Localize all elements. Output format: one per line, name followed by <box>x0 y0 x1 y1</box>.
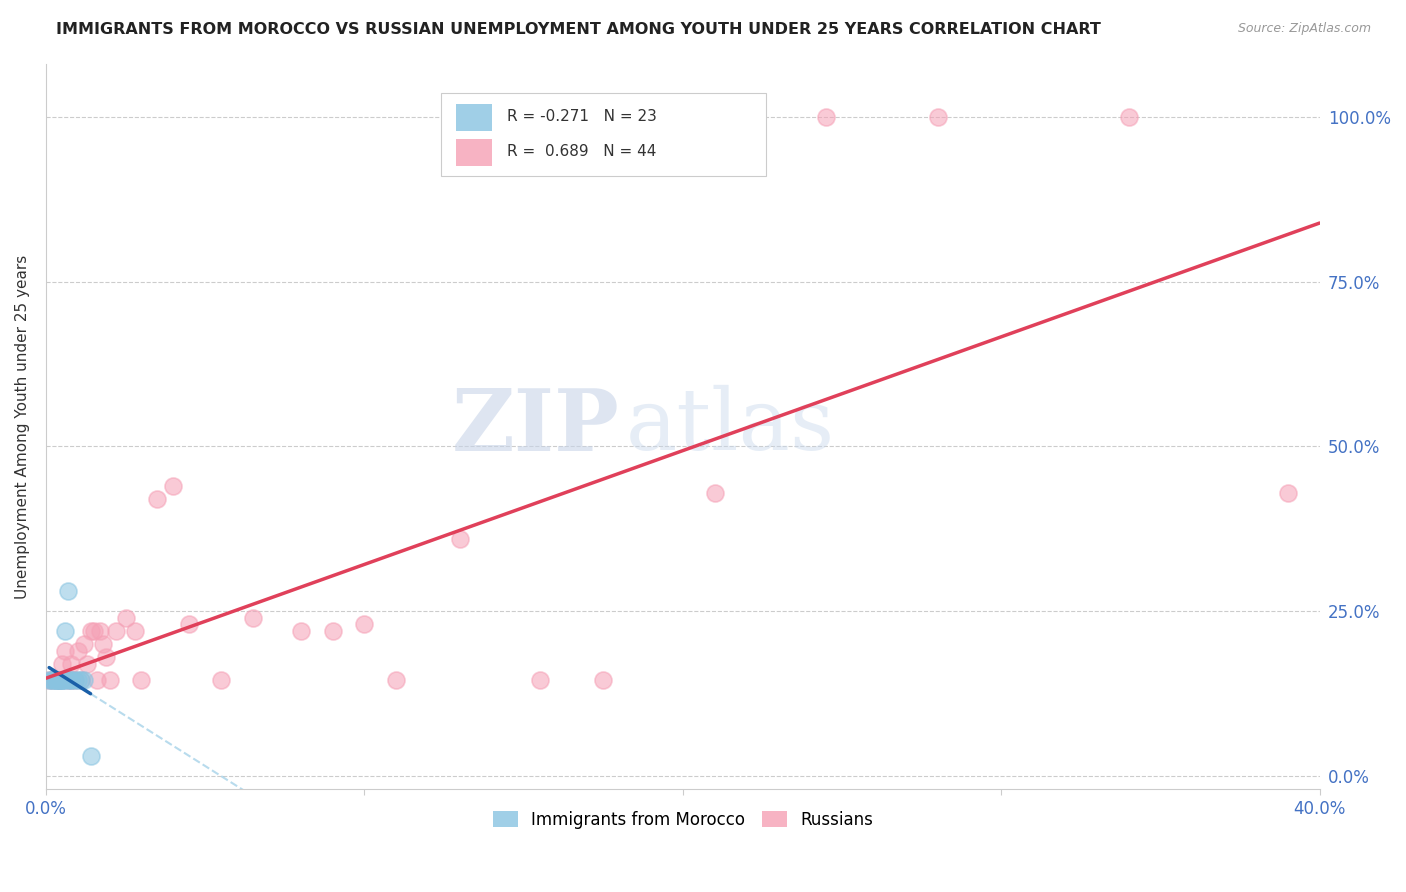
Point <box>179 617 201 632</box>
Point <box>44 673 66 688</box>
Text: R =  0.689   N = 44: R = 0.689 N = 44 <box>508 144 657 159</box>
Point <box>53 624 76 638</box>
Point <box>51 673 73 688</box>
Point <box>60 673 83 688</box>
Point <box>48 673 70 688</box>
Point <box>53 644 76 658</box>
Point <box>51 673 73 688</box>
Point <box>529 673 551 688</box>
Text: ZIP: ZIP <box>451 384 619 468</box>
FancyBboxPatch shape <box>441 93 766 177</box>
Y-axis label: Unemployment Among Youth under 25 years: Unemployment Among Youth under 25 years <box>15 254 30 599</box>
Point <box>70 673 93 688</box>
Point <box>703 485 725 500</box>
Point <box>86 673 108 688</box>
Point <box>73 673 96 688</box>
Point <box>66 673 89 688</box>
Point <box>927 110 949 124</box>
Point <box>58 584 80 599</box>
Point <box>51 657 73 671</box>
Point <box>322 624 344 638</box>
Point <box>41 673 63 688</box>
Point <box>48 673 70 688</box>
Point <box>48 673 70 688</box>
Point <box>70 673 93 688</box>
Point <box>91 637 114 651</box>
Point <box>114 611 136 625</box>
Point <box>44 673 66 688</box>
Text: atlas: atlas <box>626 385 835 468</box>
Point <box>41 673 63 688</box>
Point <box>58 673 80 688</box>
Point <box>131 673 153 688</box>
Point <box>83 624 105 638</box>
Point <box>89 624 111 638</box>
Point <box>146 492 169 507</box>
Point <box>51 673 73 688</box>
Legend: Immigrants from Morocco, Russians: Immigrants from Morocco, Russians <box>486 804 880 835</box>
Point <box>449 532 471 546</box>
Text: Source: ZipAtlas.com: Source: ZipAtlas.com <box>1237 22 1371 36</box>
Point <box>48 673 70 688</box>
Point <box>44 673 66 688</box>
Point <box>60 673 83 688</box>
Point <box>105 624 128 638</box>
Point <box>73 637 96 651</box>
Point <box>162 479 184 493</box>
Point <box>1277 485 1299 500</box>
Point <box>79 749 101 764</box>
Point <box>353 617 375 632</box>
Point <box>60 657 83 671</box>
Point <box>592 673 614 688</box>
Point <box>290 624 312 638</box>
FancyBboxPatch shape <box>456 104 492 131</box>
Point <box>242 611 264 625</box>
Point <box>53 673 76 688</box>
FancyBboxPatch shape <box>456 139 492 166</box>
Point <box>63 673 86 688</box>
Point <box>60 673 83 688</box>
Point <box>58 673 80 688</box>
Point <box>66 644 89 658</box>
Point <box>124 624 146 638</box>
Point <box>96 650 118 665</box>
Point <box>63 673 86 688</box>
Point <box>815 110 838 124</box>
Text: R = -0.271   N = 23: R = -0.271 N = 23 <box>508 109 657 124</box>
Point <box>38 673 60 688</box>
Point <box>98 673 121 688</box>
Text: IMMIGRANTS FROM MOROCCO VS RUSSIAN UNEMPLOYMENT AMONG YOUTH UNDER 25 YEARS CORRE: IMMIGRANTS FROM MOROCCO VS RUSSIAN UNEMP… <box>56 22 1101 37</box>
Point <box>385 673 408 688</box>
Point <box>79 624 101 638</box>
Point <box>41 673 63 688</box>
Point <box>51 673 73 688</box>
Point <box>1118 110 1140 124</box>
Point <box>38 673 60 688</box>
Point <box>76 657 98 671</box>
Point <box>209 673 232 688</box>
Point <box>48 673 70 688</box>
Point <box>44 673 66 688</box>
